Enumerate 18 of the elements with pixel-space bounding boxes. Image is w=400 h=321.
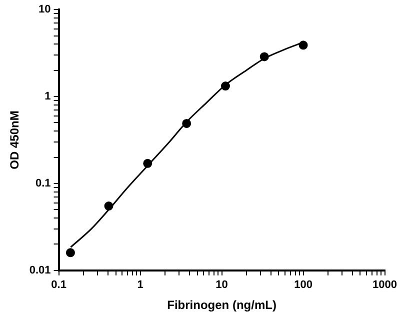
x-tick-label: 100: [294, 279, 312, 292]
point: [260, 52, 269, 62]
point: [143, 158, 152, 168]
x-tick-label: 1: [137, 279, 144, 292]
y-tick-label: 0.1: [36, 178, 51, 190]
y-tick-label: 1: [44, 90, 51, 103]
point: [220, 82, 230, 91]
y-tick-label: 0.01: [29, 264, 51, 276]
point: [182, 118, 192, 128]
point: [298, 40, 308, 50]
point: [66, 248, 75, 258]
x-tick-label: 10: [216, 279, 228, 292]
x-tick-label: 0.1: [51, 279, 66, 292]
x-axis-title: Fibrinogen (ng/mL): [167, 298, 276, 312]
point: [104, 202, 114, 211]
y-tick-label: 10: [38, 4, 51, 16]
x-tick-label: 1000: [372, 279, 398, 292]
y-axis-title: OD 450nM: [8, 110, 22, 170]
